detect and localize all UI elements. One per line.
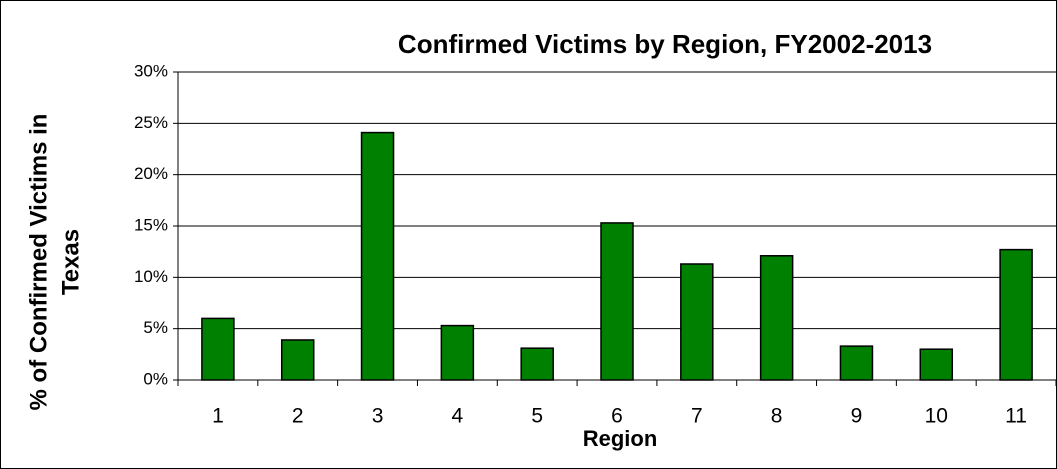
chart-title: Confirmed Victims by Region, FY2002-2013 (398, 29, 932, 59)
x-axis-label: Region (583, 426, 658, 451)
bar (280, 339, 315, 381)
bar (999, 248, 1033, 381)
x-tick-label: 5 (531, 405, 543, 428)
bar (201, 317, 235, 381)
x-tick-label: 8 (771, 405, 783, 428)
bar (919, 348, 954, 381)
bar (839, 345, 874, 381)
x-tick-label: 3 (372, 405, 384, 428)
bar (520, 347, 554, 381)
x-tick-label: 7 (691, 405, 703, 428)
x-tick-label: 6 (611, 405, 623, 428)
x-tick-label: 2 (292, 405, 304, 428)
y-tick-label: 0% (143, 369, 168, 388)
x-tick-label: 9 (851, 405, 863, 428)
x-tick-label: 10 (925, 405, 948, 428)
bar (600, 222, 634, 381)
y-tick-label: 10% (134, 267, 168, 286)
y-tick-label: 20% (134, 164, 168, 183)
x-tick-label: 4 (452, 405, 464, 428)
x-tick-label: 1 (212, 405, 224, 428)
y-tick-label: 25% (134, 113, 168, 132)
y-tick-label: 15% (134, 215, 168, 234)
x-tick-label: 11 (1005, 405, 1027, 428)
bar (759, 255, 794, 381)
y-tick-label: 5% (143, 318, 168, 337)
bar (680, 263, 714, 381)
y-axis-label: Texas (57, 229, 84, 295)
bar (360, 131, 395, 381)
bar (440, 324, 475, 381)
y-tick-label: 30% (134, 61, 168, 80)
y-axis-label: % of Confirmed Victims in (25, 114, 52, 411)
